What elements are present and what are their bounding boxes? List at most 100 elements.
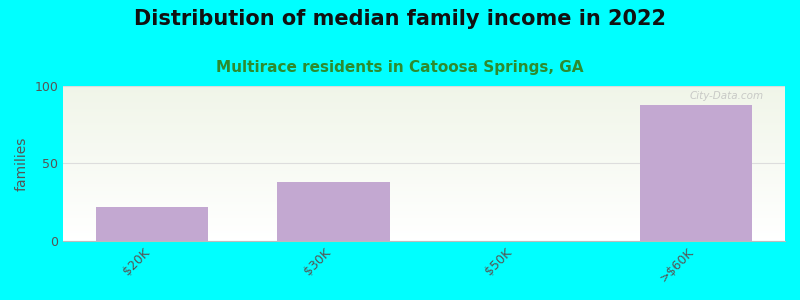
Bar [63, 103, 785, 104]
Bar [63, 204, 785, 205]
Bar [63, 196, 785, 197]
Bar [63, 174, 785, 175]
Bar [63, 149, 785, 150]
Bar [63, 138, 785, 139]
Bar [63, 158, 785, 159]
Bar [63, 125, 785, 126]
Bar [63, 232, 785, 233]
Bar [63, 134, 785, 135]
Bar [63, 131, 785, 132]
Bar [63, 211, 785, 212]
Bar [63, 152, 785, 153]
Bar [63, 237, 785, 238]
Bar [63, 133, 785, 134]
Bar [63, 92, 785, 93]
Bar [63, 94, 785, 95]
Bar [63, 235, 785, 236]
Bar [63, 191, 785, 192]
Text: Multirace residents in Catoosa Springs, GA: Multirace residents in Catoosa Springs, … [216, 60, 584, 75]
Bar [63, 189, 785, 190]
Bar [640, 105, 752, 241]
Bar [63, 87, 785, 88]
Bar [63, 148, 785, 149]
Bar [63, 183, 785, 184]
Bar [63, 171, 785, 172]
Bar [63, 228, 785, 229]
Bar [63, 105, 785, 106]
Bar [63, 95, 785, 96]
Bar [96, 207, 209, 241]
Bar [63, 180, 785, 181]
Bar [63, 91, 785, 92]
Bar [63, 219, 785, 220]
Bar [63, 164, 785, 165]
Bar [63, 123, 785, 124]
Bar [63, 234, 785, 235]
Bar [63, 195, 785, 196]
Bar [63, 194, 785, 195]
Bar [63, 117, 785, 118]
Bar [63, 178, 785, 179]
Bar [63, 227, 785, 228]
Bar [63, 224, 785, 225]
Bar [63, 136, 785, 137]
Bar [63, 181, 785, 182]
Bar [63, 199, 785, 200]
Bar [63, 157, 785, 158]
Bar [63, 161, 785, 162]
Bar [63, 192, 785, 193]
Bar [63, 115, 785, 116]
Bar [63, 106, 785, 107]
Bar [63, 114, 785, 115]
Bar [63, 187, 785, 188]
Bar [63, 129, 785, 130]
Bar [63, 110, 785, 111]
Bar [63, 231, 785, 232]
Bar [63, 160, 785, 161]
Bar [63, 156, 785, 157]
Bar [63, 223, 785, 224]
Bar [278, 182, 390, 241]
Bar [63, 127, 785, 128]
Bar [63, 112, 785, 113]
Bar [63, 132, 785, 133]
Bar [63, 203, 785, 204]
Bar [63, 202, 785, 203]
Bar [63, 240, 785, 241]
Bar [63, 170, 785, 171]
Bar [63, 230, 785, 231]
Bar [63, 154, 785, 155]
Bar [63, 184, 785, 185]
Bar [63, 218, 785, 219]
Bar [63, 147, 785, 148]
Bar [63, 238, 785, 239]
Bar [63, 201, 785, 202]
Bar [63, 108, 785, 109]
Bar [63, 144, 785, 145]
Bar [63, 213, 785, 214]
Bar [63, 185, 785, 186]
Bar [63, 236, 785, 237]
Bar [63, 101, 785, 102]
Bar [63, 99, 785, 100]
Bar [63, 193, 785, 194]
Bar [63, 215, 785, 216]
Bar [63, 124, 785, 125]
Bar [63, 109, 785, 110]
Bar [63, 172, 785, 173]
Bar [63, 206, 785, 207]
Bar [63, 209, 785, 210]
Bar [63, 165, 785, 166]
Bar [63, 116, 785, 117]
Bar [63, 168, 785, 169]
Bar [63, 113, 785, 114]
Bar [63, 150, 785, 151]
Bar [63, 225, 785, 226]
Bar [63, 239, 785, 240]
Bar [63, 200, 785, 201]
Bar [63, 126, 785, 127]
Bar [63, 153, 785, 154]
Bar [63, 229, 785, 230]
Bar [63, 151, 785, 152]
Bar [63, 208, 785, 209]
